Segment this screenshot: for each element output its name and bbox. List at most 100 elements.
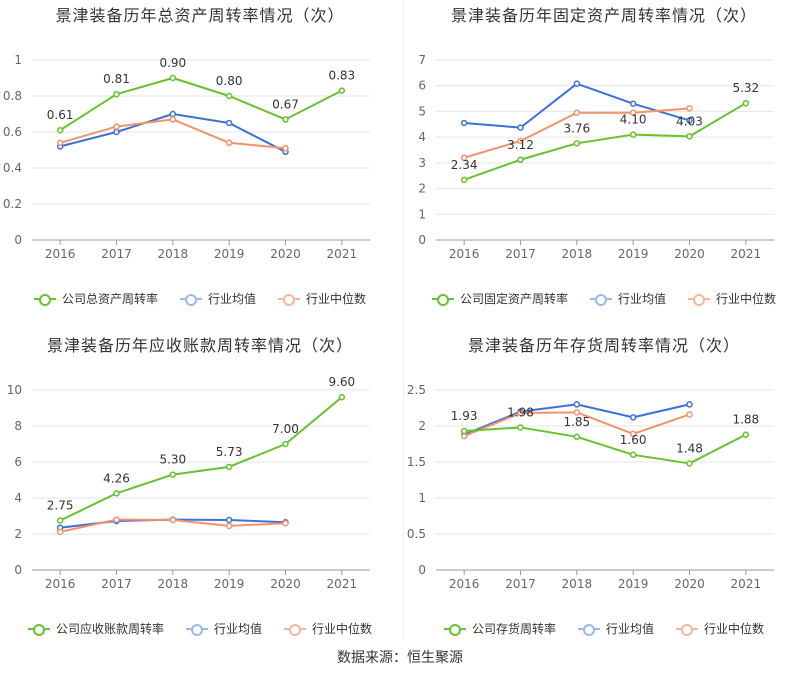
y-tick-label: 8 xyxy=(14,419,22,433)
legend-item-median[interactable]: 行业中位数 xyxy=(284,620,372,637)
legend-label: 公司总资产周转率 xyxy=(61,292,158,306)
chart-title: 景津装备历年存货周转率情况（次） xyxy=(467,336,740,355)
chart-legend[interactable]: 公司总资产周转率 行业均值 行业中位数 xyxy=(0,290,400,307)
series-average-point xyxy=(629,414,637,421)
data-label: 5.32 xyxy=(732,81,759,95)
legend-item-average[interactable]: 行业均值 xyxy=(589,290,666,307)
legend-marker-company xyxy=(33,293,56,306)
data-label: 5.30 xyxy=(159,453,186,467)
series-company-point xyxy=(573,433,581,441)
chart-legend[interactable]: 公司固定资产周转率 行业均值 行业中位数 xyxy=(404,290,800,307)
x-tick-label: 2021 xyxy=(327,247,358,261)
series-company-point xyxy=(282,440,289,448)
legend-label: 行业均值 xyxy=(207,292,256,306)
y-tick-label: 10 xyxy=(7,383,22,397)
chart-fixed-asset-turnover: 景津装备历年固定资产周转率情况（次） 0 1 2 3 4 5 6 7 2016 2017 2018 2… xyxy=(404,0,800,325)
x-tick-label: 2016 xyxy=(45,577,76,591)
legend-item-median[interactable]: 行业中位数 xyxy=(688,290,776,307)
chart-total-asset-turnover: 景津装备历年总资产周转率情况（次） 0 0.2 0.4 0.6 0.8 1 2016 2017… xyxy=(0,0,400,325)
legend-item-median[interactable]: 行业中位数 xyxy=(676,620,764,637)
x-tick-label: 2021 xyxy=(731,247,762,261)
chart-inventory-turnover: 景津装备历年存货周转率情况（次） 0 0.5 1 1.5 2 2.5 2016 2017 201… xyxy=(404,330,800,655)
legend-item-company[interactable]: 公司存货周转率 xyxy=(443,620,556,637)
series-company-point xyxy=(169,74,177,82)
legend-marker-company xyxy=(443,623,466,636)
series-company-point xyxy=(113,490,120,497)
legend-label: 行业中位数 xyxy=(716,292,777,306)
x-tick-label: 2020 xyxy=(674,247,705,261)
series-company-point xyxy=(742,431,750,438)
data-label: 4.03 xyxy=(676,114,703,128)
series-median-point xyxy=(225,522,233,530)
x-tick-label: 2020 xyxy=(270,577,301,591)
series-company-point xyxy=(460,427,468,435)
data-label: 2.34 xyxy=(451,158,478,172)
chart-legend[interactable]: 公司存货周转率 行业均值 行业中位数 xyxy=(404,620,800,637)
y-tick-label: 0 xyxy=(14,233,22,247)
series-median-point xyxy=(629,109,637,116)
series-median-point xyxy=(225,139,233,147)
y-tick-label: 1 xyxy=(418,207,426,221)
y-tick-label: 0.8 xyxy=(3,89,22,103)
x-tick-label: 2019 xyxy=(214,577,245,591)
series-company-line xyxy=(463,102,747,181)
legend-marker-median xyxy=(688,293,710,306)
legend-item-company[interactable]: 公司总资产周转率 xyxy=(33,290,158,307)
legend-marker-median xyxy=(676,623,698,636)
chart-plot: 0 0.5 1 1.5 2 2.5 2016 2017 2018 2019 2020 2021 1.93… xyxy=(407,383,774,591)
series-company-point xyxy=(517,424,524,431)
series-company-point xyxy=(460,176,468,184)
y-tick-label: 0.4 xyxy=(3,161,22,175)
legend-item-average[interactable]: 行业均值 xyxy=(577,620,654,637)
legend-item-company[interactable]: 公司固定资产周转率 xyxy=(431,290,568,307)
series-median-point xyxy=(573,109,581,116)
y-tick-label: 2 xyxy=(418,419,426,433)
series-company-point xyxy=(225,92,233,100)
series-company-line xyxy=(59,77,343,132)
x-tick-label: 2019 xyxy=(214,247,245,261)
series-median-point xyxy=(56,139,64,147)
x-tick-label: 2018 xyxy=(158,577,189,591)
legend-marker-company xyxy=(27,623,50,636)
x-tick-label: 2017 xyxy=(101,247,132,261)
series-median-point xyxy=(686,105,693,112)
series-median-point xyxy=(113,123,120,130)
legend-item-average[interactable]: 行业均值 xyxy=(179,290,256,307)
chart-plot: 0 2 4 6 8 10 2016 2017 2018 2019 2020 2021 2.75 4.26 5… xyxy=(7,375,370,591)
y-tick-label: 3 xyxy=(418,156,426,170)
x-tick-label: 2020 xyxy=(674,577,705,591)
legend-marker-average xyxy=(577,623,600,636)
series-average-point xyxy=(460,119,468,127)
series-company-point xyxy=(338,393,346,401)
series-average-point xyxy=(686,117,693,124)
legend-label: 行业中位数 xyxy=(704,622,765,636)
y-tick-label: 6 xyxy=(418,79,426,93)
legend-label: 公司固定资产周转率 xyxy=(459,292,568,306)
x-tick-label: 2017 xyxy=(505,247,536,261)
data-label: 0.67 xyxy=(272,97,299,111)
series-median-point xyxy=(686,411,693,418)
chart-legend[interactable]: 公司应收账款周转率 行业均值 行业中位数 xyxy=(0,620,400,637)
chart-title: 景津装备历年总资产周转率情况（次） xyxy=(55,6,345,25)
legend-item-average[interactable]: 行业均值 xyxy=(185,620,262,637)
chart-plot: 0 1 2 3 4 5 6 7 2016 2017 2018 2019 2020 2021 2.34 3.12… xyxy=(418,53,774,261)
series-average-point xyxy=(225,119,233,127)
series-median-point xyxy=(113,516,120,523)
series-company-point xyxy=(629,451,637,459)
series-median-point xyxy=(517,137,524,145)
data-label: 4.26 xyxy=(103,471,130,485)
legend-item-company[interactable]: 公司应收账款周转率 xyxy=(27,620,164,637)
series-average-point xyxy=(573,401,581,408)
series-median-point xyxy=(460,154,468,161)
series-median-point xyxy=(460,432,468,440)
x-tick-label: 2021 xyxy=(731,577,762,591)
legend-item-median[interactable]: 行业中位数 xyxy=(278,290,366,307)
x-tick-label: 2016 xyxy=(449,577,480,591)
series-company-point xyxy=(113,90,120,98)
series-average-point xyxy=(169,110,177,118)
data-label: 4.10 xyxy=(620,113,647,127)
series-company-point xyxy=(573,140,581,147)
x-tick-label: 2018 xyxy=(562,577,593,591)
x-tick-label: 2021 xyxy=(327,577,358,591)
